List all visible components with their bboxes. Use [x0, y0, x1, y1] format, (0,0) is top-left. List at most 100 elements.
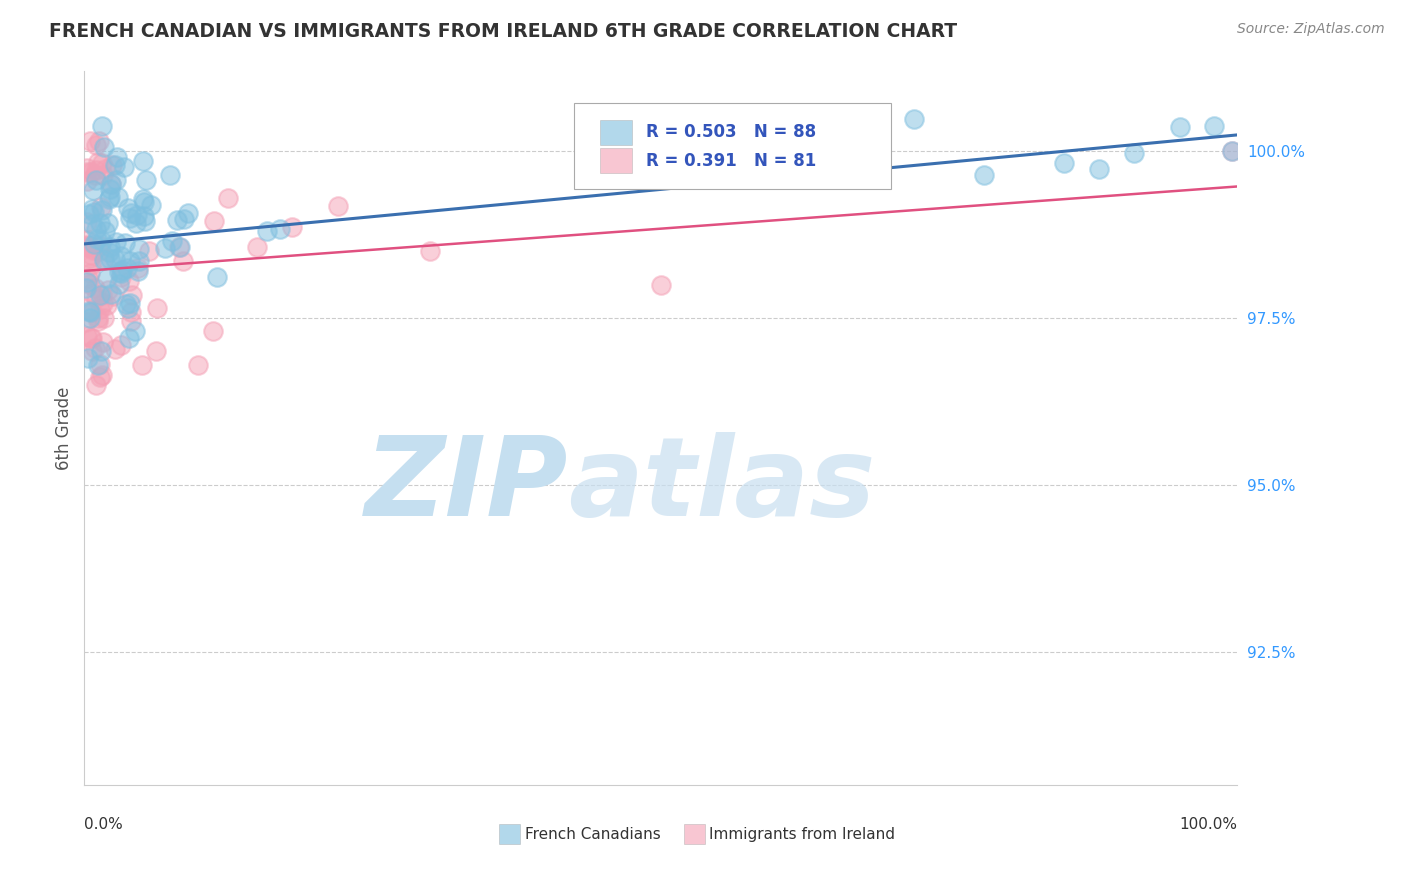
Point [76, 275, 98, 289]
Point [118, 274, 141, 288]
Text: French Canadians: French Canadians [524, 827, 661, 842]
Point [75, 237, 97, 252]
Point [187, 358, 209, 372]
Point [77, 351, 100, 365]
Point [79, 266, 101, 280]
Point [98, 182, 121, 196]
Point [91, 234, 114, 248]
Point [75, 315, 97, 329]
Point [89, 216, 111, 230]
Point [121, 288, 143, 302]
Point [903, 112, 925, 126]
Point [84, 163, 107, 178]
Point [84, 222, 107, 236]
Text: atlas: atlas [568, 432, 876, 539]
Point [75, 239, 97, 253]
Text: Immigrants from Ireland: Immigrants from Ireland [709, 827, 896, 842]
Point [120, 295, 142, 310]
Point [1168, 120, 1191, 135]
Point [76, 271, 98, 285]
Text: 100.0%: 100.0% [1180, 817, 1237, 832]
Point [1053, 155, 1076, 169]
Point [84, 341, 107, 355]
Point [93, 139, 115, 153]
FancyBboxPatch shape [575, 103, 891, 189]
Point [120, 206, 142, 220]
Point [419, 244, 441, 259]
Point [204, 214, 226, 228]
Bar [499, 824, 520, 844]
Point [100, 158, 122, 172]
Point [79, 239, 101, 253]
Bar [683, 824, 704, 844]
Point [118, 254, 141, 268]
Point [246, 240, 269, 254]
Point [98, 190, 121, 204]
Text: ZIP: ZIP [366, 432, 568, 539]
Point [107, 189, 129, 203]
Point [93, 311, 115, 326]
Point [86, 232, 108, 246]
Point [80, 164, 103, 178]
Point [80, 202, 103, 216]
Point [89, 369, 111, 384]
Point [110, 269, 132, 284]
Point [127, 264, 149, 278]
Point [83, 205, 105, 219]
Point [93, 251, 115, 265]
Text: 0.0%: 0.0% [84, 817, 124, 832]
Point [87, 244, 110, 258]
Point [117, 301, 139, 315]
Point [138, 244, 160, 259]
Point [82, 285, 104, 300]
Point [110, 338, 132, 352]
Point [89, 239, 111, 253]
Point [111, 262, 134, 277]
Point [82, 331, 104, 345]
Point [84, 173, 107, 187]
Point [124, 325, 146, 339]
Point [80, 247, 103, 261]
Point [89, 357, 111, 371]
Point [207, 270, 229, 285]
Point [90, 203, 112, 218]
Point [89, 287, 111, 301]
Point [100, 286, 122, 301]
Point [91, 287, 114, 301]
Point [84, 291, 107, 305]
Point [93, 253, 115, 268]
Point [76, 165, 98, 179]
Point [115, 261, 138, 276]
Point [82, 217, 104, 231]
Point [118, 331, 141, 345]
Point [110, 249, 132, 263]
Point [1088, 161, 1111, 176]
Point [132, 209, 155, 223]
Point [75, 239, 97, 253]
Point [114, 235, 136, 250]
Point [269, 221, 291, 235]
Point [120, 314, 142, 328]
Point [973, 168, 995, 182]
Point [87, 310, 110, 325]
Point [79, 305, 101, 319]
Point [145, 344, 167, 359]
Point [100, 178, 122, 192]
Text: FRENCH CANADIAN VS IMMIGRANTS FROM IRELAND 6TH GRADE CORRELATION CHART: FRENCH CANADIAN VS IMMIGRANTS FROM IRELA… [49, 22, 957, 41]
Point [77, 304, 100, 318]
Point [125, 216, 148, 230]
Point [75, 301, 97, 315]
Point [172, 254, 194, 268]
Point [96, 298, 118, 312]
Point [110, 266, 132, 280]
Point [91, 168, 114, 182]
Point [105, 150, 128, 164]
Point [83, 168, 105, 182]
Point [87, 154, 110, 169]
Point [134, 213, 156, 227]
Point [98, 252, 121, 266]
Point [1204, 120, 1226, 134]
Point [145, 301, 167, 316]
Point [169, 240, 191, 254]
Point [117, 202, 139, 216]
